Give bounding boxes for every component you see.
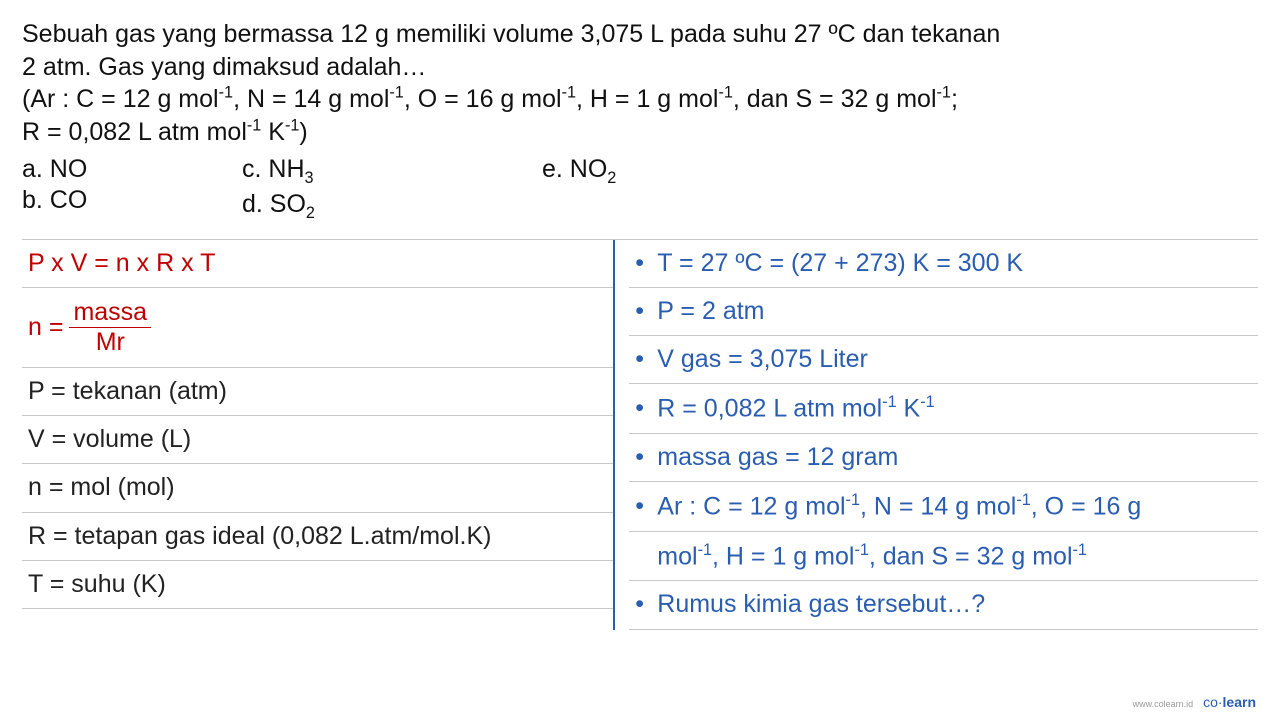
- ideal-gas-equation: P x V = n x R x T: [22, 240, 613, 288]
- asked: Rumus kimia gas tersebut…?: [629, 581, 1258, 629]
- given-temperature: T = 27 ºC = (27 + 273) K = 300 K: [629, 240, 1258, 288]
- r-definition: R = tetapan gas ideal (0,082 L.atm/mol.K…: [22, 513, 613, 561]
- t-definition: T = suhu (K): [22, 561, 613, 609]
- option-c: c. NH3: [242, 155, 542, 188]
- q-line4: R = 0,082 L atm mol-1 K-1): [22, 118, 308, 146]
- footer-brand: www.colearn.id co·learn: [1133, 694, 1256, 710]
- answer-options: a. NO b. CO c. NH3 d. SO2 e. NO2: [22, 155, 1258, 225]
- q-line2: 2 atm. Gas yang dimaksud adalah…: [22, 53, 426, 81]
- given-mass: massa gas = 12 gram: [629, 434, 1258, 482]
- given-ar-2: mol-1, H = 1 g mol-1, dan S = 32 g mol-1: [629, 532, 1258, 582]
- option-e: e. NO2: [542, 155, 842, 188]
- bullet-icon: [635, 442, 657, 473]
- given-r: R = 0,082 L atm mol-1 K-1: [629, 384, 1258, 434]
- solution-panel: P x V = n x R x T n = massa Mr P = tekan…: [22, 239, 1258, 630]
- q-line1: Sebuah gas yang bermassa 12 g memiliki v…: [22, 20, 1000, 48]
- given-ar-1: Ar : C = 12 g mol-1, N = 14 g mol-1, O =…: [629, 482, 1258, 532]
- footer-site: www.colearn.id: [1133, 699, 1194, 709]
- brand-co: co: [1203, 694, 1218, 710]
- right-column: T = 27 ºC = (27 + 273) K = 300 K P = 2 a…: [615, 240, 1258, 630]
- bullet-icon: [635, 344, 657, 375]
- option-a: a. NO: [22, 155, 242, 184]
- left-column: P x V = n x R x T n = massa Mr P = tekan…: [22, 240, 615, 630]
- q-line3: (Ar : C = 12 g mol-1, N = 14 g mol-1, O …: [22, 85, 958, 113]
- given-volume: V gas = 3,075 Liter: [629, 336, 1258, 384]
- bullet-icon: [635, 393, 657, 424]
- option-d: d. SO2: [242, 190, 542, 223]
- bullet-icon: [635, 296, 657, 327]
- brand-learn: learn: [1223, 694, 1256, 710]
- question-text: Sebuah gas yang bermassa 12 g memiliki v…: [22, 18, 1258, 149]
- v-definition: V = volume (L): [22, 416, 613, 464]
- mol-equation: n = massa Mr: [22, 288, 613, 368]
- option-b: b. CO: [22, 186, 242, 215]
- bullet-icon: [635, 248, 657, 279]
- bullet-icon: [635, 491, 657, 522]
- fraction: massa Mr: [69, 300, 151, 355]
- n-definition: n = mol (mol): [22, 464, 613, 512]
- p-definition: P = tekanan (atm): [22, 368, 613, 416]
- given-pressure: P = 2 atm: [629, 288, 1258, 336]
- bullet-icon: [635, 589, 657, 620]
